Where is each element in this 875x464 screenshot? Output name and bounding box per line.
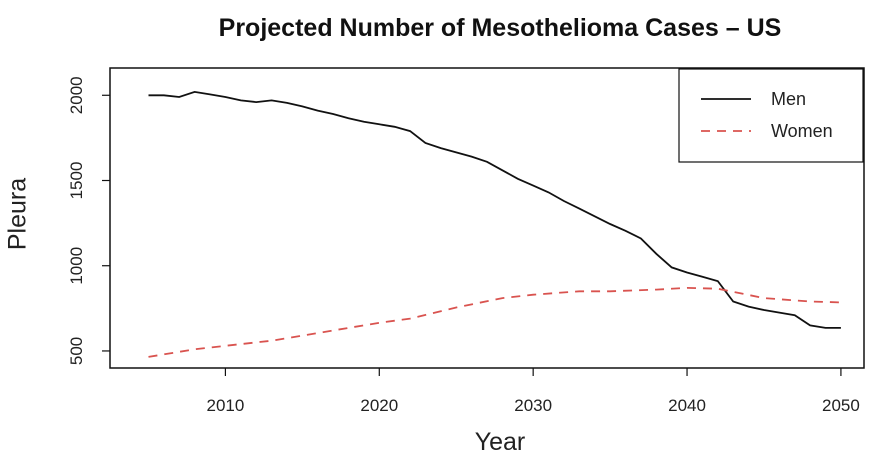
y-tick-label: 1000 [67, 247, 86, 285]
axes-layer: 2010 2020 2030 2040 2050 500 1000 1500 2000 [67, 67, 865, 415]
legend-label-men: Men [771, 89, 806, 109]
series-line-women [148, 286, 841, 358]
x-tick-label: 2010 [206, 396, 244, 415]
x-tick-label: 2040 [668, 396, 706, 415]
x-tick-label: 2020 [360, 396, 398, 415]
y-tick-label: 1500 [67, 162, 86, 200]
series-layer [148, 90, 841, 358]
series-line-men [148, 90, 841, 329]
legend-label-women: Women [771, 121, 833, 141]
legend: Men Women [678, 68, 864, 163]
plot-frame [109, 67, 865, 369]
legend-box [678, 68, 864, 163]
x-axis-title: Year [474, 428, 526, 456]
x-tick-label: 2050 [822, 396, 860, 415]
y-tick-label: 2000 [67, 76, 86, 114]
chart-title: Projected Number of Mesothelioma Cases –… [218, 14, 782, 42]
y-tick-label: 500 [67, 337, 86, 365]
x-tick-label: 2030 [514, 396, 552, 415]
